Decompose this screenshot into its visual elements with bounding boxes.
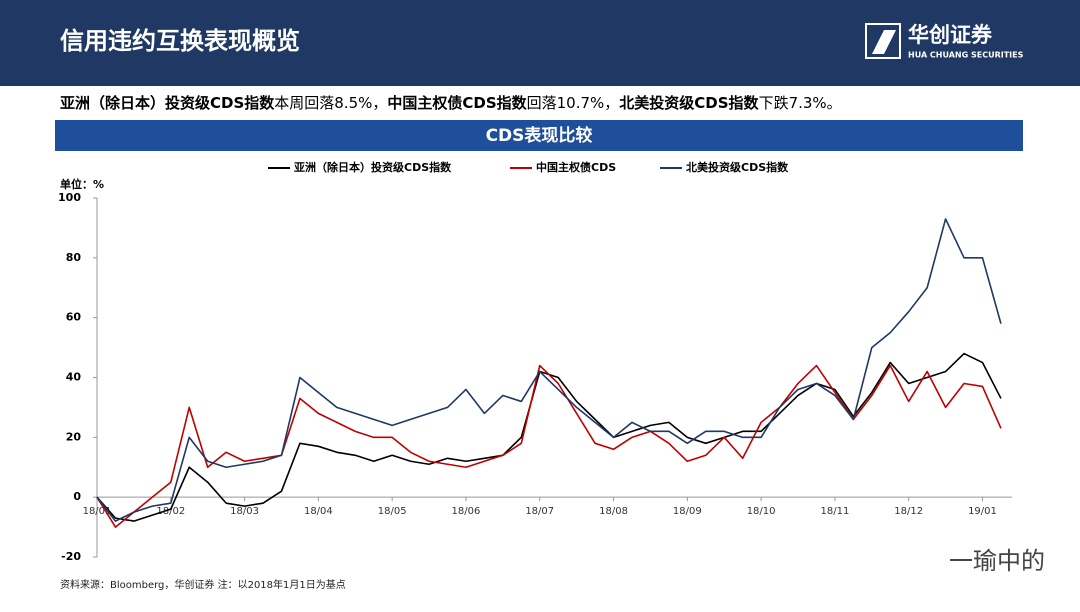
y-tick-label: 60 — [66, 311, 82, 324]
x-tick-label: 18/10 — [747, 506, 776, 517]
y-tick-label: -20 — [61, 550, 81, 563]
logo-en: HUA CHUANG SECURITIES — [908, 51, 1024, 60]
y-tick-label: 0 — [73, 490, 81, 503]
x-tick-label: 18/02 — [156, 506, 185, 517]
legend-label: 亚洲（除日本）投资级CDS指数 — [294, 160, 452, 174]
x-tick-label: 18/03 — [230, 506, 259, 517]
legend-label: 中国主权债CDS — [536, 160, 616, 174]
summary-run: 亚洲（除日本）投资级CDS指数 — [60, 94, 275, 112]
x-tick-label: 19/01 — [968, 506, 997, 517]
y-tick-label: 40 — [66, 371, 82, 384]
x-tick-label: 18/07 — [525, 506, 554, 517]
series-line — [96, 364, 1002, 528]
source-note: 资料来源：Bloomberg，华创证券 注：以2018年1月1日为基点 — [60, 578, 346, 591]
summary-run: 回落10.7%， — [527, 94, 620, 112]
x-tick-label: 18/12 — [894, 506, 923, 517]
x-tick-label: 18/05 — [378, 506, 407, 517]
summary-run: 北美投资级CDS指数 — [619, 94, 759, 112]
x-tick-label: 18/06 — [452, 506, 481, 517]
y-tick-label: 100 — [58, 191, 81, 204]
summary: 亚洲（除日本）投资级CDS指数本周回落8.5%，中国主权债CDS指数回落10.7… — [60, 94, 842, 112]
chart: -20 0 20 40 60 80 100 18/01 18/02 18/03 18/04 18/05… — [58, 160, 1012, 563]
logo-icon — [865, 23, 901, 59]
header-title: 信用违约互换表现概览 — [60, 27, 300, 55]
x-tick-label: 18/11 — [820, 506, 849, 517]
unit-label: 单位：% — [60, 177, 104, 191]
logo-cn: 华创证券 — [908, 23, 993, 47]
summary-run: 下跌7.3%。 — [759, 94, 842, 112]
series-line — [96, 352, 1002, 522]
x-tick-label: 18/08 — [599, 506, 628, 517]
x-tick-label: 18/09 — [673, 506, 702, 517]
y-tick-label: 20 — [66, 430, 82, 443]
banner-bar — [55, 120, 1023, 151]
x-tick-label: 18/04 — [304, 506, 333, 517]
series-line — [96, 218, 1002, 522]
banner-title: CDS表现比较 — [486, 125, 593, 146]
watermark: 一瑜中的 — [949, 547, 1045, 575]
summary-run: 中国主权债CDS指数 — [387, 94, 527, 112]
summary-run: 本周回落8.5%， — [274, 94, 387, 112]
x-tick-label: 18/01 — [83, 506, 112, 517]
legend-label: 北美投资级CDS指数 — [686, 160, 789, 174]
y-tick-label: 80 — [66, 251, 82, 264]
